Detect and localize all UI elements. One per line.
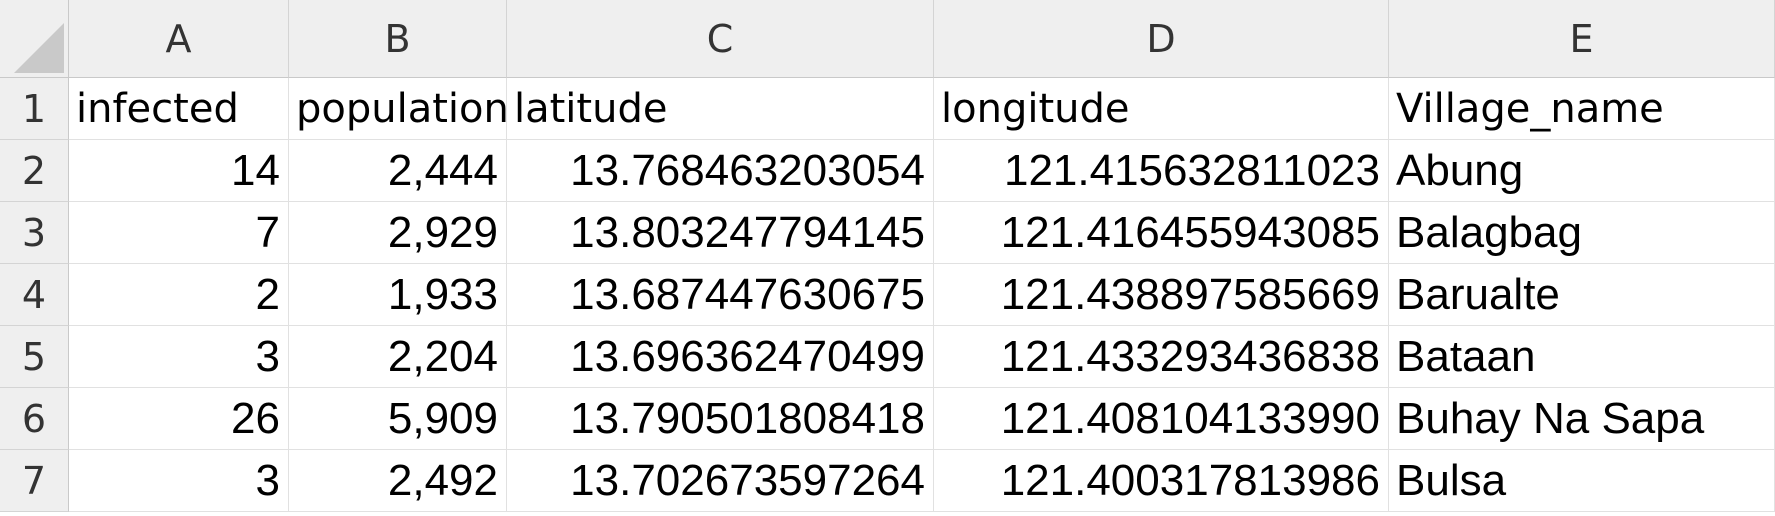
cell-e6[interactable]: Buhay Na Sapa xyxy=(1389,388,1775,450)
cell-c1[interactable]: latitude xyxy=(507,78,934,140)
cell-d1[interactable]: longitude xyxy=(934,78,1389,140)
cell-b3[interactable]: 2,929 xyxy=(289,202,507,264)
row-header-4[interactable]: 4 xyxy=(0,264,69,326)
cell-a5[interactable]: 3 xyxy=(69,326,289,388)
cell-d2[interactable]: 121.415632811023 xyxy=(934,140,1389,202)
cell-d6[interactable]: 121.408104133990 xyxy=(934,388,1389,450)
row-header-7[interactable]: 7 xyxy=(0,450,69,512)
cell-c3[interactable]: 13.803247794145 xyxy=(507,202,934,264)
column-header-e[interactable]: E xyxy=(1389,0,1775,78)
column-header-c[interactable]: C xyxy=(507,0,934,78)
cell-a3[interactable]: 7 xyxy=(69,202,289,264)
select-all-corner[interactable] xyxy=(0,0,69,78)
cell-e1[interactable]: Village_name xyxy=(1389,78,1775,140)
column-header-d[interactable]: D xyxy=(934,0,1389,78)
cell-c6[interactable]: 13.790501808418 xyxy=(507,388,934,450)
row-header-5[interactable]: 5 xyxy=(0,326,69,388)
cell-c5[interactable]: 13.696362470499 xyxy=(507,326,934,388)
cell-b7[interactable]: 2,492 xyxy=(289,450,507,512)
cell-e7[interactable]: Bulsa xyxy=(1389,450,1775,512)
select-all-triangle-icon xyxy=(14,23,64,73)
row-header-3[interactable]: 3 xyxy=(0,202,69,264)
cell-e5[interactable]: Bataan xyxy=(1389,326,1775,388)
cell-a2[interactable]: 14 xyxy=(69,140,289,202)
cell-d5[interactable]: 121.433293436838 xyxy=(934,326,1389,388)
cell-b1[interactable]: population xyxy=(289,78,509,140)
cell-a6[interactable]: 26 xyxy=(69,388,289,450)
cell-a4[interactable]: 2 xyxy=(69,264,289,326)
row-header-1[interactable]: 1 xyxy=(0,78,69,140)
cell-c2[interactable]: 13.768463203054 xyxy=(507,140,934,202)
cell-b6[interactable]: 5,909 xyxy=(289,388,507,450)
column-header-a[interactable]: A xyxy=(69,0,289,78)
cell-d7[interactable]: 121.400317813986 xyxy=(934,450,1389,512)
cell-c7[interactable]: 13.702673597264 xyxy=(507,450,934,512)
column-header-b[interactable]: B xyxy=(289,0,507,78)
cell-d3[interactable]: 121.416455943085 xyxy=(934,202,1389,264)
row-header-6[interactable]: 6 xyxy=(0,388,69,450)
cell-a1[interactable]: infected xyxy=(69,78,289,140)
cell-a7[interactable]: 3 xyxy=(69,450,289,512)
cell-e2[interactable]: Abung xyxy=(1389,140,1775,202)
cell-b5[interactable]: 2,204 xyxy=(289,326,507,388)
cell-e3[interactable]: Balagbag xyxy=(1389,202,1775,264)
cell-b2[interactable]: 2,444 xyxy=(289,140,507,202)
cell-b4[interactable]: 1,933 xyxy=(289,264,507,326)
cell-e4[interactable]: Barualte xyxy=(1389,264,1775,326)
cell-d4[interactable]: 121.438897585669 xyxy=(934,264,1389,326)
row-header-2[interactable]: 2 xyxy=(0,140,69,202)
cell-c4[interactable]: 13.687447630675 xyxy=(507,264,934,326)
